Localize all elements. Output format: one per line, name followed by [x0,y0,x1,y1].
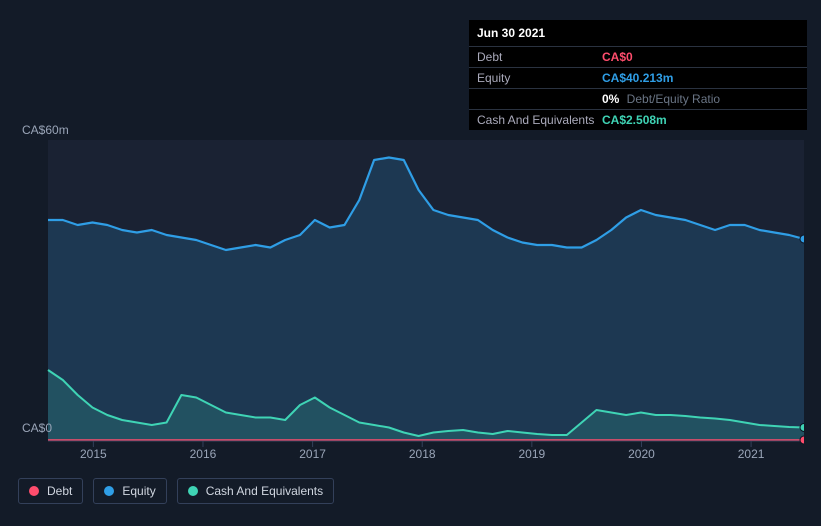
legend-label: Debt [47,484,72,498]
tooltip-row-label: Cash And Equivalents [477,113,602,127]
x-axis-tick-label: 2019 [518,447,545,461]
legend-item-equity[interactable]: Equity [93,478,166,504]
x-axis-tick-label: 2015 [80,447,107,461]
x-axis-tick-label: 2016 [190,447,217,461]
chart-svg [18,118,804,460]
tooltip-row: 0% Debt/Equity Ratio [469,89,807,110]
legend-item-cash[interactable]: Cash And Equivalents [177,478,334,504]
tooltip-row-value: CA$0 [602,50,799,64]
debt-equity-chart [18,118,804,460]
y-axis-bottom-label: CA$0 [22,421,52,435]
tooltip-row-label: Debt [477,50,602,64]
legend-item-debt[interactable]: Debt [18,478,83,504]
legend-swatch [29,486,39,496]
chart-legend: Debt Equity Cash And Equivalents [18,478,334,504]
tooltip-row-value: CA$40.213m [602,71,799,85]
x-axis-tick-label: 2017 [299,447,326,461]
tooltip-row-label [477,92,602,106]
x-axis-tick-label: 2018 [409,447,436,461]
tooltip-row: DebtCA$0 [469,47,807,68]
legend-swatch [188,486,198,496]
tooltip-row: EquityCA$40.213m [469,68,807,89]
legend-label: Equity [122,484,155,498]
y-axis-top-label: CA$60m [22,123,69,137]
x-axis-tick-label: 2021 [738,447,765,461]
tooltip-row: Cash And EquivalentsCA$2.508m [469,110,807,130]
tooltip-row-value: 0% Debt/Equity Ratio [602,92,799,106]
chart-tooltip: Jun 30 2021 DebtCA$0EquityCA$40.213m0% D… [469,20,807,130]
tooltip-row-value: CA$2.508m [602,113,799,127]
x-axis-tick-label: 2020 [628,447,655,461]
legend-label: Cash And Equivalents [206,484,323,498]
tooltip-row-label: Equity [477,71,602,85]
legend-swatch [104,486,114,496]
tooltip-date: Jun 30 2021 [469,20,807,47]
